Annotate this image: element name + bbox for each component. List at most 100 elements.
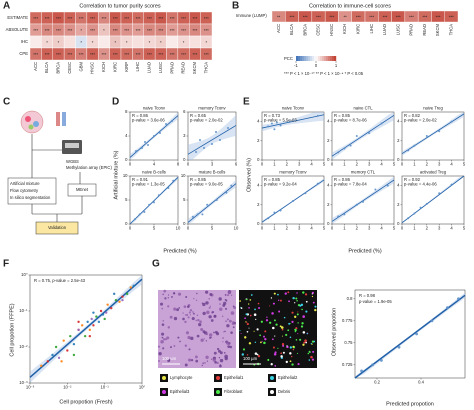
segment (308, 350, 311, 353)
nucleus (160, 302, 164, 306)
colorbar-step (318, 56, 321, 61)
nucleus (200, 338, 204, 342)
fit-line (187, 125, 237, 155)
point (371, 363, 374, 367)
platform: WGBS (66, 159, 79, 164)
point (273, 128, 276, 131)
column-label: LIHC (369, 24, 374, 34)
tube-icon (56, 112, 60, 126)
fit-line (331, 114, 395, 157)
segment (280, 326, 284, 329)
row-label: ESTIMATE (7, 15, 28, 20)
nucleus (170, 346, 172, 349)
row-label: ABSOLUTE (6, 27, 29, 32)
point (66, 349, 69, 352)
stat: p-value = 9.2e-04 (264, 182, 297, 187)
segment (306, 332, 308, 335)
fit-line (261, 114, 325, 129)
significance: *** (449, 15, 454, 20)
point (438, 130, 441, 133)
significance: *** (113, 28, 118, 33)
nucleus (211, 311, 215, 314)
nucleus (225, 320, 227, 323)
point (397, 345, 401, 349)
stat: p-value = 2.0e-02 (190, 118, 223, 123)
y-tick-label: 2 (257, 138, 260, 143)
cell-icon (33, 121, 39, 127)
confidence-band (188, 115, 236, 160)
significance: *** (124, 16, 129, 21)
nucleus (224, 307, 228, 310)
segment (300, 303, 304, 307)
heatmap-cell (132, 35, 144, 49)
x-tick-label: 3 (368, 162, 371, 167)
point (62, 339, 65, 342)
x-axis-label: Predicted (%) (163, 248, 196, 254)
segment (296, 292, 298, 294)
x-tick-label: 5 (393, 162, 396, 167)
segment (267, 358, 270, 361)
nucleus (178, 307, 181, 309)
point (225, 191, 228, 194)
nucleus (199, 320, 202, 324)
nucleus (202, 311, 206, 316)
significance: *** (170, 28, 175, 33)
point (316, 182, 319, 185)
column-label: LUAD (382, 24, 387, 35)
point (101, 313, 105, 316)
column-label: SKCM (435, 23, 440, 36)
segment (272, 326, 275, 330)
y-axis-label: Observed propotion (331, 308, 337, 356)
point (273, 211, 276, 214)
nucleus (182, 312, 184, 314)
segment (246, 330, 249, 333)
significance: *** (158, 28, 163, 33)
y-tick-label: 10⁻¹ (19, 308, 28, 313)
colorbar-tick-label: -1 (294, 63, 298, 68)
nucleus (163, 289, 167, 293)
point (425, 202, 428, 205)
significance: *** (170, 16, 175, 21)
x-tick-label: 1 (273, 162, 276, 167)
segment (258, 306, 261, 309)
significance: *** (56, 16, 61, 21)
point (153, 135, 155, 137)
point (99, 309, 103, 313)
y-axis-label: Observed (%) (246, 158, 252, 192)
nucleus (224, 354, 228, 359)
x-tick-label: 2 (356, 226, 359, 231)
nucleus (214, 361, 217, 364)
legend-swatch-dot (162, 376, 166, 380)
significance: *** (79, 16, 84, 21)
segment (311, 358, 315, 361)
segment (264, 337, 267, 341)
stat: p-value = 8.7e-06 (334, 118, 367, 123)
colorbar-step (304, 56, 307, 61)
x-tick-label: 0 (187, 162, 190, 167)
nucleus (198, 323, 202, 327)
nucleus (176, 308, 180, 312)
point (92, 311, 95, 314)
nucleus (171, 296, 173, 298)
x-tick-label: 4 (380, 162, 383, 167)
point (279, 209, 282, 212)
colorbar-step (334, 56, 337, 61)
nucleus (216, 361, 219, 365)
segment (248, 327, 250, 329)
nucleus (204, 362, 206, 364)
nucleus (209, 305, 212, 307)
nucleus (184, 314, 187, 316)
segment (277, 299, 280, 301)
point (349, 144, 352, 147)
segment (286, 345, 288, 347)
x-tick-label: 4 (310, 162, 313, 167)
nucleus (219, 303, 221, 305)
stat: p-value = 2.0e-02 (404, 118, 437, 123)
nucleus (227, 290, 232, 295)
legend-label: Debris (278, 389, 290, 394)
x-tick-label: 10 (176, 226, 181, 231)
nucleus (191, 317, 195, 321)
panel-letter: F (3, 259, 9, 270)
nucleus (161, 307, 164, 310)
panel-c: C WGBS Methylation array (EPIC) Artifici… (3, 97, 112, 235)
